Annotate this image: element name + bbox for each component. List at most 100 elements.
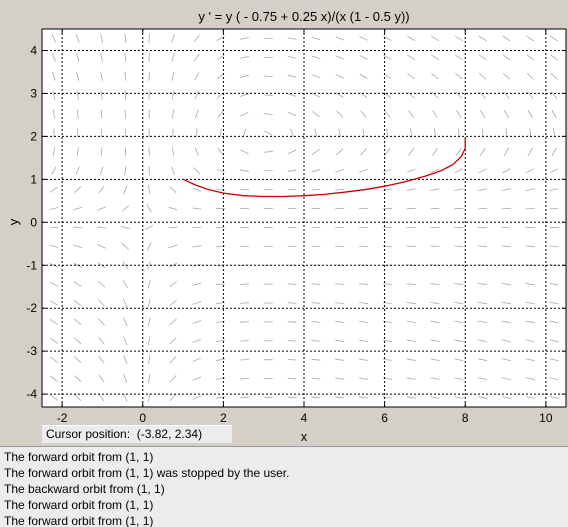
field-segment <box>454 245 464 248</box>
field-segment <box>478 339 488 343</box>
field-segment <box>147 317 151 327</box>
field-segment <box>171 52 175 62</box>
x-axis-title: x <box>301 429 308 444</box>
field-segment <box>454 54 463 61</box>
field-segment <box>171 90 175 100</box>
field-segment <box>287 37 297 40</box>
field-segment <box>335 302 345 304</box>
field-segment <box>359 168 368 173</box>
field-segment <box>549 168 559 174</box>
field-segment <box>147 260 151 270</box>
field-segment <box>407 91 415 99</box>
field-segment <box>478 207 488 210</box>
field-segment <box>359 302 369 304</box>
field-segment <box>171 147 175 157</box>
field-segment <box>335 92 344 98</box>
field-segment <box>168 206 178 211</box>
field-segment <box>123 298 128 308</box>
field-segment <box>525 377 535 381</box>
field-segment <box>501 301 511 305</box>
field-segment <box>100 33 104 43</box>
field-segment <box>239 188 249 191</box>
field-segment <box>192 395 202 400</box>
field-segment <box>73 281 82 287</box>
field-segment <box>263 113 273 115</box>
direction-field-chart[interactable]: y ' = y ( - 0.75 + 0.25 x)/(x (1 - 0.5 y… <box>0 0 568 446</box>
field-segment <box>287 340 297 342</box>
field-segment <box>525 358 535 362</box>
field-segment <box>99 166 104 176</box>
field-segment <box>239 396 249 399</box>
field-segment <box>216 54 225 61</box>
field-segment <box>359 36 368 41</box>
field-segment <box>501 320 511 324</box>
field-segment <box>76 90 80 100</box>
log-line: The backward orbit from (1, 1) <box>4 482 165 496</box>
field-segment <box>290 128 295 138</box>
field-segment <box>239 169 249 172</box>
field-segment <box>479 109 486 119</box>
field-segment <box>123 336 128 346</box>
field-segment <box>525 207 535 210</box>
field-segment <box>430 283 440 286</box>
field-segment <box>336 148 344 156</box>
field-segment <box>49 244 59 248</box>
x-tick-label: -2 <box>57 411 68 425</box>
field-segment <box>525 245 535 248</box>
field-segment <box>50 337 58 344</box>
field-segment <box>239 56 249 59</box>
field-segment <box>195 109 199 119</box>
field-segment <box>147 336 151 346</box>
field-segment <box>49 263 59 268</box>
field-segment <box>454 188 464 191</box>
field-segment <box>148 374 151 384</box>
field-segment <box>74 186 82 194</box>
field-segment <box>194 72 200 81</box>
field-segment <box>525 320 535 324</box>
field-segment <box>100 90 103 100</box>
field-segment <box>454 168 464 174</box>
solution-orbits <box>182 138 466 198</box>
field-segment <box>148 166 150 176</box>
field-segment <box>98 185 105 194</box>
field-segment <box>98 318 105 326</box>
field-segment <box>168 262 178 268</box>
field-segment <box>432 147 438 156</box>
field-segment <box>454 35 463 42</box>
field-segment <box>122 280 128 289</box>
log-line: The forward orbit from (1, 1) was stoppe… <box>4 466 290 480</box>
field-segment <box>100 71 103 81</box>
field-segment <box>263 151 273 153</box>
field-segment <box>525 188 535 192</box>
y-tick-label: 4 <box>30 43 37 57</box>
field-segment <box>359 377 369 380</box>
field-segment <box>550 91 558 99</box>
field-segment <box>73 206 83 211</box>
field-segment <box>430 207 440 210</box>
field-segment <box>287 188 297 191</box>
field-segment <box>49 226 59 229</box>
field-segment <box>73 262 82 268</box>
plot-window: y ' = y ( - 0.75 + 0.25 x)/(x (1 - 0.5 y… <box>0 0 568 446</box>
field-segment <box>123 355 128 365</box>
message-log[interactable]: The forward orbit from (1, 1) The forward… <box>0 446 568 527</box>
field-segment <box>549 188 559 192</box>
field-segment <box>406 168 416 173</box>
field-segment <box>168 226 178 229</box>
field-segment <box>430 377 440 380</box>
field-segment <box>479 91 487 99</box>
field-segment <box>124 33 127 43</box>
field-segment <box>287 93 297 97</box>
field-segment <box>169 186 177 194</box>
field-segment <box>335 396 345 399</box>
field-segment <box>383 54 392 60</box>
field-segment <box>430 320 440 324</box>
field-segment <box>549 207 559 210</box>
field-segment <box>168 244 178 249</box>
field-segment <box>503 147 510 156</box>
y-tick-label: 3 <box>30 86 37 100</box>
field-segment <box>75 166 80 176</box>
field-segment <box>169 337 177 345</box>
field-segment <box>335 169 345 173</box>
field-segment <box>73 300 82 307</box>
